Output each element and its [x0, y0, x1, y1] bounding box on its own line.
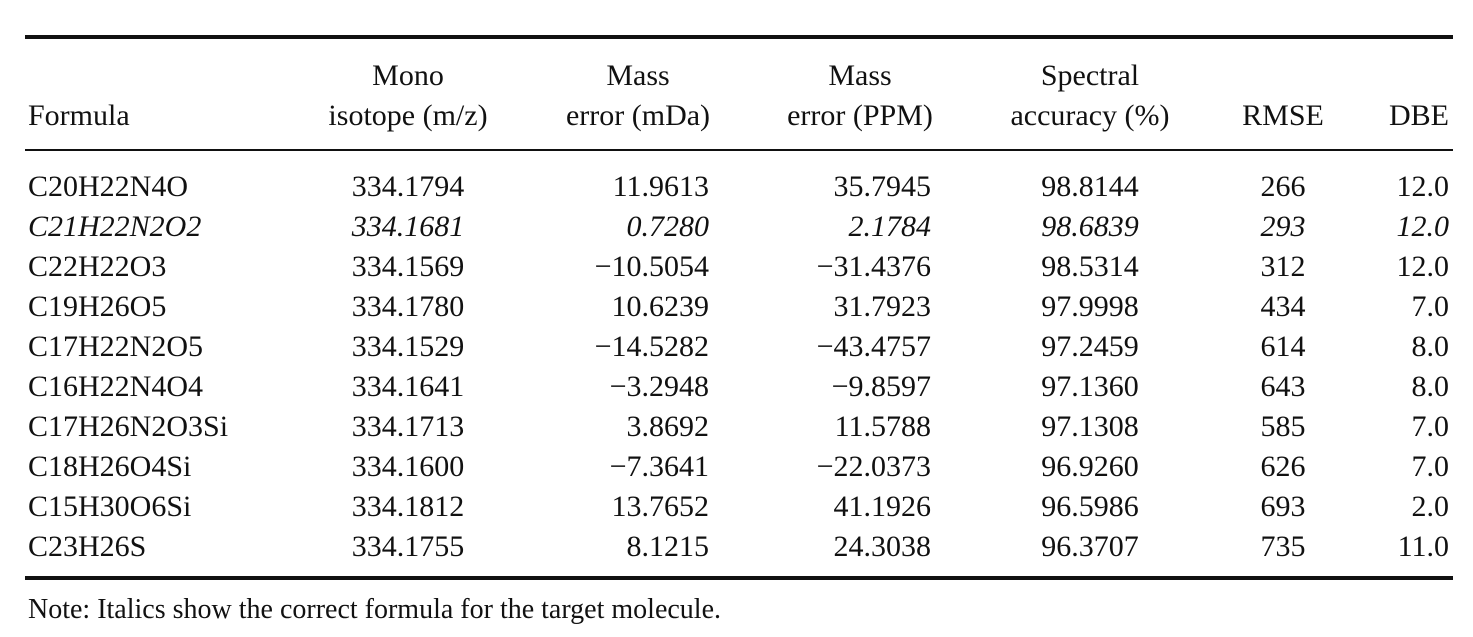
header-cell: error (mDa) — [565, 99, 711, 132]
table-cell: 614 — [1260, 330, 1306, 363]
table-cell: −31.4376 — [816, 250, 931, 283]
table-cell: 98.8144 — [1041, 170, 1139, 203]
table-cell: 643 — [1260, 370, 1306, 403]
table-cell: C17H26N2O3Si — [28, 410, 229, 443]
table-cell: 334.1755 — [351, 530, 465, 563]
table-cell: −14.5282 — [594, 330, 709, 363]
table-cell: 334.1794 — [351, 170, 465, 203]
table-cell: 334.1780 — [351, 290, 465, 323]
table-cell: 12.0 — [1396, 250, 1450, 283]
table-cell: 8.0 — [1411, 330, 1450, 363]
header-rule — [25, 149, 1453, 151]
table-cell: −22.0373 — [816, 450, 931, 483]
header-cell: Formula — [28, 99, 130, 132]
table-cell: 97.1308 — [1041, 410, 1139, 443]
table-cell: 334.1569 — [351, 250, 465, 283]
header-cell: error (PPM) — [787, 99, 933, 132]
table-cell: C17H22N2O5 — [28, 330, 204, 363]
table-cell: C22H22O3 — [28, 250, 167, 283]
table-cell: 97.2459 — [1041, 330, 1139, 363]
table-cell: 97.1360 — [1041, 370, 1139, 403]
table-cell: −7.3641 — [609, 450, 709, 483]
table-cell: 334.1681 — [351, 210, 465, 243]
table-cell: 12.0 — [1396, 210, 1450, 243]
table-cell: 96.9260 — [1041, 450, 1139, 483]
table-cell: 35.7945 — [833, 170, 932, 203]
table-cell: 334.1529 — [351, 330, 465, 363]
table-cell: 735 — [1260, 530, 1306, 563]
table-cell: C23H26S — [28, 530, 147, 563]
note: Note: Italics show the correct formula f… — [28, 594, 721, 625]
table-cell: 312 — [1260, 250, 1306, 283]
table-cell: 334.1812 — [351, 490, 465, 523]
table-cell: 12.0 — [1396, 170, 1450, 203]
table-cell: 0.7280 — [626, 210, 710, 243]
table-cell: 2.0 — [1411, 490, 1450, 523]
table-cell: 8.0 — [1411, 370, 1450, 403]
table-cell: −10.5054 — [594, 250, 709, 283]
table-cell: −3.2948 — [609, 370, 709, 403]
table-cell: 96.5986 — [1041, 490, 1139, 523]
table-cell: −43.4757 — [816, 330, 931, 363]
header-cell: Mass — [606, 59, 670, 92]
top-rule — [25, 35, 1453, 39]
table-cell: 96.3707 — [1041, 530, 1139, 563]
table-cell: 7.0 — [1411, 290, 1450, 323]
table-cell: 10.6239 — [611, 290, 710, 323]
table-cell: 7.0 — [1411, 410, 1450, 443]
header-cell: RMSE — [1242, 99, 1324, 132]
table-cell: 31.7923 — [833, 290, 932, 323]
table-cell: 7.0 — [1411, 450, 1450, 483]
header-cell: Mono — [372, 59, 444, 92]
table-cell: 334.1600 — [351, 450, 465, 483]
table-cell: 3.8692 — [626, 410, 710, 443]
table-cell: 8.1215 — [626, 530, 710, 563]
table-cell: 24.3038 — [833, 530, 932, 563]
table-cell: 13.7652 — [611, 490, 710, 523]
table-cell: 626 — [1260, 450, 1306, 483]
table-cell: C15H30O6Si — [28, 490, 192, 523]
header-cell: isotope (m/z) — [328, 99, 488, 132]
table-cell: 266 — [1260, 170, 1306, 203]
table-cell: 97.9998 — [1041, 290, 1139, 323]
table-cell: 98.6839 — [1041, 210, 1139, 243]
bottom-rule — [25, 576, 1453, 580]
table-cell: 11.5788 — [834, 410, 931, 443]
table-cell: −9.8597 — [831, 370, 931, 403]
table-cell: 41.1926 — [833, 490, 932, 523]
table-cell: 11.0 — [1397, 530, 1449, 563]
table-cell: 434 — [1260, 290, 1306, 323]
table-cell: 334.1713 — [351, 410, 465, 443]
table-cell: C19H26O5 — [28, 290, 167, 323]
table-cell: C18H26O4Si — [28, 450, 192, 483]
table-cell: 98.5314 — [1041, 250, 1139, 283]
header-cell: Spectral — [1040, 59, 1140, 92]
table-cell: C16H22N4O4 — [28, 370, 204, 403]
header-cell: accuracy (%) — [1010, 99, 1170, 132]
table-cell: 693 — [1260, 490, 1306, 523]
table-cell: C21H22N2O2 — [28, 210, 202, 243]
table-cell: 2.1784 — [848, 210, 932, 243]
table-cell: 293 — [1260, 210, 1306, 243]
table-cell: 334.1641 — [351, 370, 465, 403]
table-cell: 585 — [1260, 410, 1306, 443]
table-cell: 11.9613 — [612, 170, 709, 203]
header-cell: Mass — [828, 59, 892, 92]
table-cell: C20H22N4O — [28, 170, 189, 203]
header-cell: DBE — [1389, 99, 1449, 132]
